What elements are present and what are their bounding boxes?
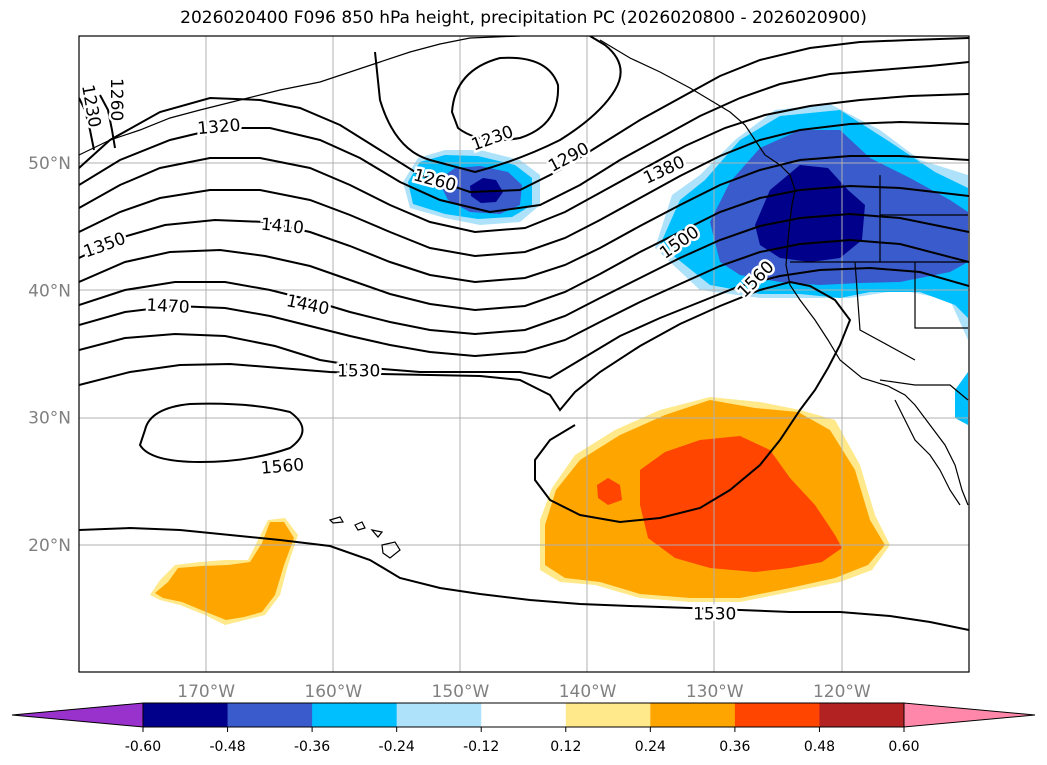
contour-1260-west: [99, 94, 116, 149]
colorbar-tick-label: -0.24: [379, 739, 415, 755]
colorbar-tick-label: 0.24: [635, 739, 666, 755]
precip-positive-strong: [640, 436, 842, 572]
lat-tick-label: 30°N: [28, 409, 71, 429]
contour-1290: [79, 37, 969, 194]
contour-label: 1560: [258, 453, 308, 482]
map-title: 2026020400 F096 850 hPa height, precipit…: [180, 8, 867, 28]
contour-label-text: 1260: [106, 78, 126, 121]
contour-label-text: 1440: [284, 291, 330, 320]
contour-label: 1320: [194, 113, 244, 142]
lon-tick-label: 140°W: [559, 682, 617, 702]
baja-coast: [894, 399, 961, 506]
map-frame: [78, 35, 970, 673]
coastlines: [79, 36, 969, 559]
height-contours: [79, 36, 969, 631]
precip-positive-hawaii: [155, 522, 294, 620]
colorbar-tick-label: 0.36: [719, 739, 750, 755]
contour-label: 1410: [257, 212, 307, 241]
colorbar-segment: [396, 703, 482, 727]
contour-label: 1260: [104, 75, 129, 123]
colorbar-extend-min: [11, 702, 144, 728]
precip-negative-max: [755, 165, 865, 262]
contour-1530-south: [79, 526, 969, 631]
contour-label: 1530: [691, 602, 739, 627]
colorbar-extend-max: [903, 702, 1036, 728]
lon-tick-label: 150°W: [432, 682, 490, 702]
lon-tick-label: 130°W: [686, 682, 744, 702]
colorbar-segment: [819, 703, 905, 727]
contour-1470: [79, 212, 969, 336]
contour-label: 1530: [335, 359, 383, 384]
contour-1380: [79, 120, 969, 258]
lon-tick-label: 160°W: [304, 682, 362, 702]
contour-label-text: 1350: [81, 229, 128, 263]
contour-1530-north: [79, 266, 969, 380]
contour-1320: [79, 61, 969, 214]
contour-1440: [79, 184, 969, 312]
colorbar-tick-label: 0.48: [804, 739, 835, 755]
contour-1350: [79, 93, 969, 234]
colorbar-segment: [565, 703, 651, 727]
colorbar: -0.60 -0.48 -0.36 -0.24 -0.12 0.12 0.24 0.36 0.4…: [11, 702, 1036, 755]
contour-label-text: 1230: [469, 122, 516, 156]
precip-negative-east: [955, 372, 968, 425]
graticule: [79, 36, 969, 672]
contour-label-text: 1410: [260, 215, 305, 239]
colorbar-tick-label: 0.60: [888, 739, 919, 755]
contour-label: 1350: [79, 226, 131, 265]
contour-label-text: 1530: [337, 362, 380, 382]
contour-label-text: 1470: [146, 296, 190, 318]
colorbar-tick-label: -0.36: [294, 739, 330, 755]
contour-label: 1470: [143, 293, 192, 320]
alaska-coast: [79, 36, 521, 156]
contour-label: 1230: [77, 81, 107, 132]
contour-1560-ridge: [79, 280, 852, 524]
colorbar-segment: [227, 703, 313, 727]
colorbar-tick-label: -0.60: [125, 739, 161, 755]
colorbar-tick-label: -0.12: [463, 739, 499, 755]
colorbar-tick-label: 0.12: [550, 739, 581, 755]
contour-1230-north: [450, 56, 560, 141]
colorbar-segment: [650, 703, 736, 727]
contour-label-text: 1530: [693, 604, 736, 624]
precip-positive-strong-small: [597, 478, 622, 505]
contour-label-text: 1230: [77, 83, 104, 129]
colorbar-segment: [143, 703, 229, 727]
latitude-tick-labels: 20°N 30°N 40°N 50°N: [28, 154, 71, 556]
contour-label: 1230: [466, 119, 518, 158]
contour-1560-high: [138, 402, 304, 464]
us-west-coast: [785, 239, 969, 506]
contour-label: 1440: [282, 289, 333, 323]
lon-tick-label: 170°W: [177, 682, 235, 702]
contour-1410: [79, 155, 969, 284]
colorbar-frame: [142, 702, 905, 728]
contour-1230-west: [79, 97, 95, 151]
lon-tick-label: 120°W: [813, 682, 871, 702]
colorbar-tick-label: -0.48: [209, 739, 245, 755]
lat-tick-label: 50°N: [28, 154, 71, 174]
colorbar-segment: [312, 703, 398, 727]
contour-1260-low: [374, 36, 622, 174]
lat-tick-label: 20°N: [28, 536, 71, 556]
hawaii-islands: [328, 516, 401, 559]
bc-coast: [779, 164, 796, 241]
contour-1500: [79, 238, 969, 358]
contour-label-text: 1320: [197, 115, 242, 139]
colorbar-segment: [734, 703, 820, 727]
state-lines: [854, 175, 969, 401]
colorbar-segment: [481, 703, 567, 727]
lat-tick-label: 40°N: [28, 281, 71, 301]
contour-label-text: 1560: [260, 455, 305, 479]
longitude-tick-labels: 170°W 160°W 150°W 140°W 130°W 120°W: [177, 682, 871, 702]
